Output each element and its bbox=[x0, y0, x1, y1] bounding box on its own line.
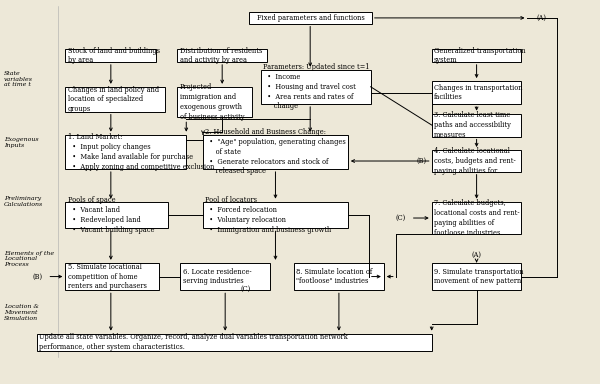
Text: Update all state variables. Organize, record, analyze dual variables transportat: Update all state variables. Organize, re… bbox=[39, 333, 348, 351]
FancyBboxPatch shape bbox=[177, 87, 252, 118]
FancyBboxPatch shape bbox=[431, 48, 521, 62]
Text: Fixed parameters and functions: Fixed parameters and functions bbox=[257, 14, 364, 22]
FancyBboxPatch shape bbox=[65, 202, 169, 228]
Text: Generalized transportation
system: Generalized transportation system bbox=[434, 46, 526, 64]
Text: (C): (C) bbox=[240, 285, 250, 293]
Text: (A): (A) bbox=[472, 251, 482, 259]
Text: 2. Household and Business Change:
  •  "Age" population, generating changes
    : 2. Household and Business Change: • "Age… bbox=[205, 128, 346, 175]
Text: Exogenous
Inputs: Exogenous Inputs bbox=[4, 137, 38, 148]
Text: Location &
Movement
Simulation: Location & Movement Simulation bbox=[4, 304, 38, 321]
FancyBboxPatch shape bbox=[203, 202, 348, 228]
FancyBboxPatch shape bbox=[65, 135, 186, 169]
Text: 9. Simulate transportation
movement of new pattern: 9. Simulate transportation movement of n… bbox=[434, 268, 524, 285]
FancyBboxPatch shape bbox=[431, 150, 521, 172]
Text: (A): (A) bbox=[536, 14, 547, 22]
Text: 3. Calculate least-time
paths and accessibility
measures: 3. Calculate least-time paths and access… bbox=[434, 111, 511, 139]
Text: 5. Simulate locational
competition of home
renters and purchasers: 5. Simulate locational competition of ho… bbox=[68, 263, 146, 290]
Text: Changes in transportation
facilities: Changes in transportation facilities bbox=[434, 84, 523, 101]
FancyBboxPatch shape bbox=[180, 263, 270, 290]
Text: (B): (B) bbox=[32, 273, 43, 281]
Text: Changes in land policy and
location of specialized
groups: Changes in land policy and location of s… bbox=[68, 86, 159, 113]
Text: 4. Calculate locational
costs, budgets and rent-
paying abilities for: 4. Calculate locational costs, budgets a… bbox=[434, 147, 516, 175]
FancyBboxPatch shape bbox=[431, 263, 521, 290]
Text: Elements of the
Locational
Process: Elements of the Locational Process bbox=[4, 251, 54, 267]
Text: 1. Land Market:
  •  Input policy changes
  •  Make land available for purchase
: 1. Land Market: • Input policy changes •… bbox=[68, 133, 214, 170]
FancyBboxPatch shape bbox=[431, 202, 521, 234]
FancyBboxPatch shape bbox=[249, 12, 372, 24]
FancyBboxPatch shape bbox=[65, 48, 157, 62]
FancyBboxPatch shape bbox=[65, 87, 166, 112]
Text: 8. Simulate location of
"footloose" industries: 8. Simulate location of "footloose" indu… bbox=[296, 268, 373, 285]
FancyBboxPatch shape bbox=[261, 70, 371, 104]
FancyBboxPatch shape bbox=[37, 334, 431, 351]
FancyBboxPatch shape bbox=[65, 263, 160, 290]
FancyBboxPatch shape bbox=[203, 135, 348, 169]
Text: Pools of space
  •  Vacant land
  •  Redeveloped land
  •  Vacant building space: Pools of space • Vacant land • Redevelop… bbox=[68, 196, 154, 233]
FancyBboxPatch shape bbox=[431, 114, 521, 137]
Text: 7. Calculate budgets,
locational costs and rent-
paying abilities of
footloose i: 7. Calculate budgets, locational costs a… bbox=[434, 199, 520, 237]
Text: Stock of land and buildings
by area: Stock of land and buildings by area bbox=[68, 46, 160, 64]
Text: (C): (C) bbox=[396, 214, 406, 222]
FancyBboxPatch shape bbox=[431, 81, 521, 104]
Text: 6. Locate residence-
serving industries: 6. Locate residence- serving industries bbox=[182, 268, 251, 285]
Text: Pool of locators
  •  Forced relocation
  •  Voluntary relocation
  •  Immigrati: Pool of locators • Forced relocation • V… bbox=[205, 196, 332, 233]
Text: Preliminary
Calculations: Preliminary Calculations bbox=[4, 196, 43, 207]
FancyBboxPatch shape bbox=[294, 263, 384, 290]
FancyBboxPatch shape bbox=[177, 48, 267, 62]
Text: Distribution of residents
and activity by area: Distribution of residents and activity b… bbox=[179, 46, 262, 64]
Text: Parameters: Updated since t=1
  •  Income
  •  Housing and travel cost
  •  Area: Parameters: Updated since t=1 • Income •… bbox=[263, 63, 370, 110]
Text: State
variables
at time t: State variables at time t bbox=[4, 71, 32, 88]
Text: (B): (B) bbox=[417, 157, 427, 165]
Text: Projected
immigration and
exogenous growth
of business activity: Projected immigration and exogenous grow… bbox=[179, 83, 244, 121]
